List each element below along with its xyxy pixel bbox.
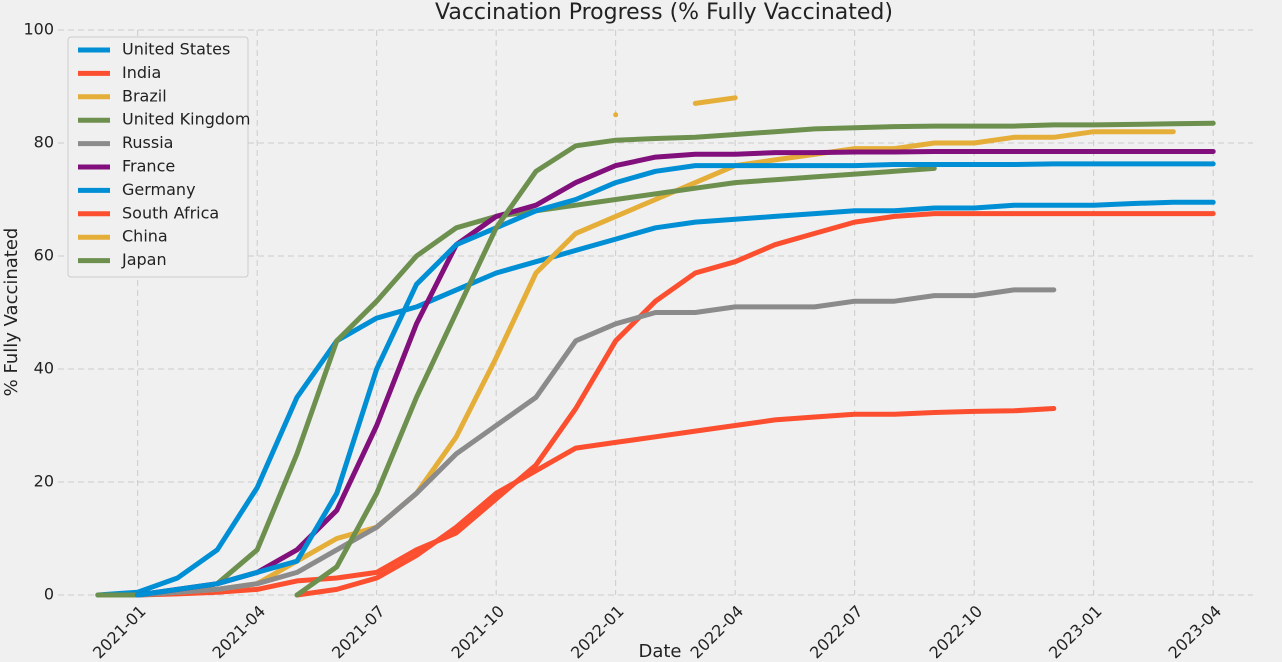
x-tick-label: 2022-10 <box>925 602 986 662</box>
legend-label: Russia <box>122 133 173 152</box>
series-line <box>135 149 1216 598</box>
legend-label: Brazil <box>122 86 167 105</box>
legend-box <box>67 36 249 278</box>
x-tick-label: 2021-01 <box>89 602 150 662</box>
legend-label: United States <box>122 40 230 59</box>
series-line <box>95 199 1216 598</box>
legend-label: United Kingdom <box>122 110 250 129</box>
x-tick-label: 2023-01 <box>1045 602 1106 662</box>
series-line <box>135 211 1216 598</box>
legend-label: India <box>122 63 161 82</box>
x-tick-label: 2021-07 <box>328 602 389 662</box>
legend-label: France <box>122 157 175 176</box>
series-line <box>95 165 937 598</box>
chart-title: Vaccination Progress (% Fully Vaccinated… <box>435 0 893 25</box>
x-tick-label: 2023-04 <box>1164 602 1225 662</box>
x-tick-label: 2021-04 <box>208 602 269 662</box>
legend-label: South Africa <box>122 203 219 222</box>
series-line <box>135 129 1176 598</box>
legend-label: Germany <box>122 180 196 199</box>
y-tick-label: 0 <box>44 585 54 604</box>
series-line <box>294 120 1216 598</box>
y-tick-label: 20 <box>34 472 54 491</box>
legend-label: Japan <box>121 250 167 269</box>
y-tick-label: 100 <box>23 20 54 39</box>
legend-label: China <box>122 227 168 246</box>
series-line <box>135 287 1057 598</box>
y-tick-label: 40 <box>34 359 54 378</box>
x-tick-label: 2022-07 <box>806 602 867 662</box>
y-tick-label: 80 <box>34 133 54 152</box>
x-axis-label: Date <box>638 641 681 662</box>
y-axis-label: % Fully Vaccinated <box>1 228 22 397</box>
x-tick-label: 2022-01 <box>567 602 628 662</box>
legend: United States India Brazil United Kingdom Ru… <box>67 36 250 278</box>
series-line <box>294 406 1057 598</box>
series-line <box>135 161 1216 598</box>
series-line <box>613 95 738 118</box>
x-tick-label: 2022-04 <box>686 602 747 662</box>
y-tick-label: 60 <box>34 246 54 265</box>
x-tick-label: 2021-10 <box>447 602 508 662</box>
